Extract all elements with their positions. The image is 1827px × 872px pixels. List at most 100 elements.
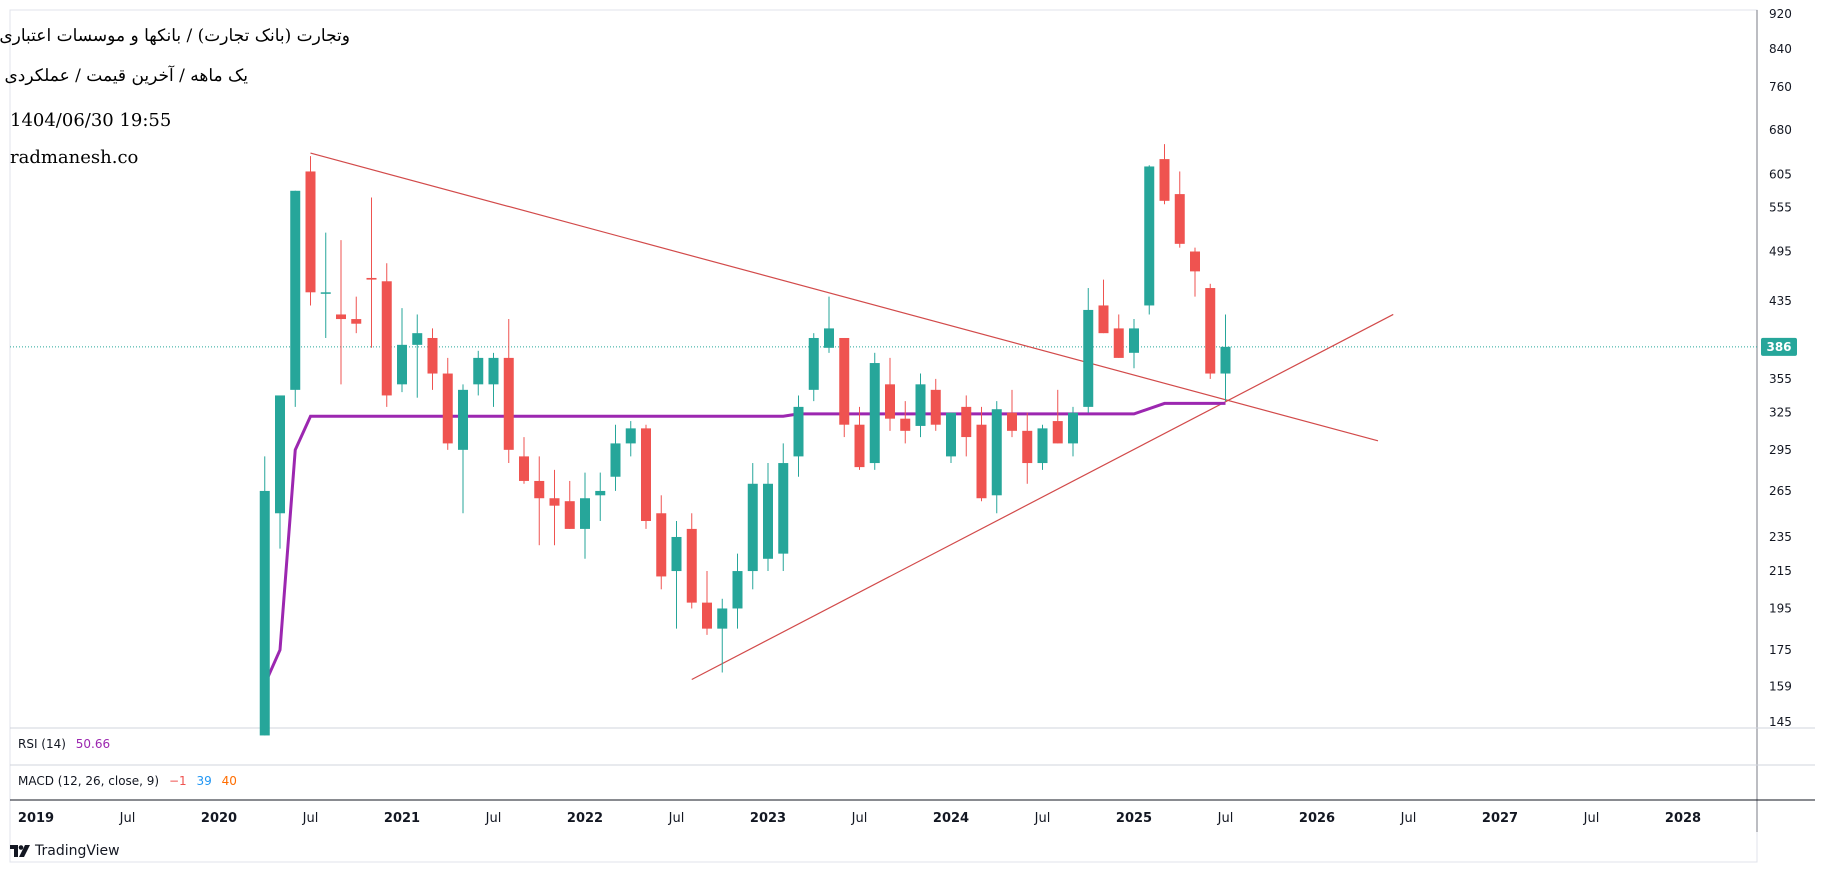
candle-body: [854, 424, 865, 468]
candle-body: [915, 384, 926, 426]
candle-body: [1083, 309, 1094, 407]
price-tick-label: 435: [1769, 294, 1792, 308]
candle-body: [625, 428, 636, 444]
price-tick-label: 605: [1769, 168, 1792, 182]
candle-body: [473, 357, 484, 385]
candle-body: [534, 480, 545, 499]
tradingview-logo[interactable]: TradingView: [10, 843, 120, 859]
candle-body: [1220, 346, 1231, 374]
price-tick-label: 295: [1769, 443, 1792, 457]
candle-body: [1113, 328, 1124, 358]
candle-body: [1007, 412, 1017, 431]
time-tick-label: 2021: [384, 811, 420, 826]
price-tick-label: 159: [1769, 680, 1792, 694]
rsi-value: 50.66: [75, 737, 111, 751]
time-tick-label: Jul: [485, 811, 502, 826]
chart-datetime: 1404/06/30 19:55: [10, 110, 172, 131]
candle-body: [671, 536, 682, 572]
candle-body: [290, 190, 301, 390]
candle-body: [946, 412, 956, 457]
trendline-ascending: [691, 313, 1394, 681]
candle-body: [366, 277, 377, 280]
candle-body: [824, 328, 834, 348]
candle-body: [930, 389, 941, 425]
price-tick-label: 495: [1769, 245, 1792, 259]
candle-body: [351, 319, 362, 324]
candle-body: [488, 357, 499, 385]
website-label: radmanesh.co: [10, 147, 139, 168]
chart-frame: [9, 9, 1758, 863]
candle-body: [778, 463, 789, 554]
candle-body: [747, 483, 758, 572]
tradingview-name: TradingView: [35, 843, 120, 859]
candle-body: [1052, 421, 1063, 444]
candle-body: [549, 498, 560, 506]
candle-body: [686, 528, 697, 603]
candle-body: [564, 501, 575, 529]
candle-body: [336, 314, 346, 320]
time-tick-label: 2019: [18, 811, 54, 826]
candle-body: [259, 490, 270, 736]
candle-body: [991, 409, 1002, 496]
time-tick-label: 2027: [1482, 811, 1518, 826]
macd-legend[interactable]: MACD (12, 26, close, 9) −1 39 40: [18, 774, 243, 788]
time-tick-label: Jul: [302, 811, 319, 826]
candle-body: [702, 602, 712, 629]
time-tick-label: Jul: [1217, 811, 1234, 826]
candle-body: [442, 373, 453, 444]
candle-body: [793, 406, 804, 457]
candle-body: [808, 337, 819, 390]
candle-body: [427, 337, 438, 374]
candle-body: [763, 483, 773, 559]
time-tick-label: Jul: [668, 811, 685, 826]
candle-body: [656, 513, 667, 577]
time-tick-label: 2023: [750, 811, 786, 826]
candle-body: [275, 395, 285, 514]
price-tick-label: 145: [1769, 715, 1792, 729]
rsi-label: RSI (14): [18, 737, 66, 751]
candle-body: [1144, 166, 1155, 306]
candle-body: [976, 424, 987, 499]
candle-body: [1190, 251, 1200, 272]
candle-body: [839, 337, 850, 425]
price-tick-label: 555: [1769, 201, 1792, 215]
macd-value-3: 40: [221, 774, 237, 788]
price-tick-label: 920: [1769, 7, 1792, 21]
candle-body: [869, 363, 880, 464]
time-tick-label: 2020: [201, 811, 237, 826]
trendline-descending: [310, 152, 1379, 442]
price-tick-label: 680: [1769, 123, 1792, 137]
candle-body: [503, 357, 514, 450]
chart-subtitle: یک ماهه / آخرین قیمت / عملکردی: [4, 66, 249, 86]
candle-body: [1129, 328, 1139, 353]
candle-body: [1037, 428, 1048, 464]
time-tick-label: 2028: [1665, 811, 1701, 826]
time-tick-label: Jul: [851, 811, 868, 826]
time-tick-label: 2022: [567, 811, 603, 826]
macd-value-1: −1: [168, 774, 187, 788]
time-tick-label: Jul: [119, 811, 136, 826]
candle-body: [580, 498, 590, 529]
candle-body: [1068, 412, 1078, 444]
time-tick-label: 2024: [933, 811, 969, 826]
candle-body: [900, 418, 911, 431]
price-tick-label: 215: [1769, 564, 1792, 578]
candle-body: [305, 171, 316, 293]
macd-value-2: 39: [196, 774, 212, 788]
price-tick-label: 840: [1769, 42, 1792, 56]
candle-body: [1022, 430, 1033, 464]
price-tick-label: 195: [1769, 601, 1792, 615]
time-tick-label: 2026: [1299, 811, 1335, 826]
price-tick-label: 235: [1769, 530, 1792, 544]
macd-label: MACD (12, 26, close, 9): [18, 774, 160, 788]
price-tick-label: 325: [1769, 406, 1792, 420]
candle-body: [381, 281, 392, 396]
candle-body: [1098, 305, 1109, 334]
candle-body: [412, 333, 423, 345]
candle-body: [519, 456, 529, 481]
candle-body: [1205, 288, 1216, 374]
candle-body: [717, 608, 728, 629]
candle-body: [610, 443, 621, 477]
rsi-legend[interactable]: RSI (14) 50.66: [18, 737, 116, 751]
